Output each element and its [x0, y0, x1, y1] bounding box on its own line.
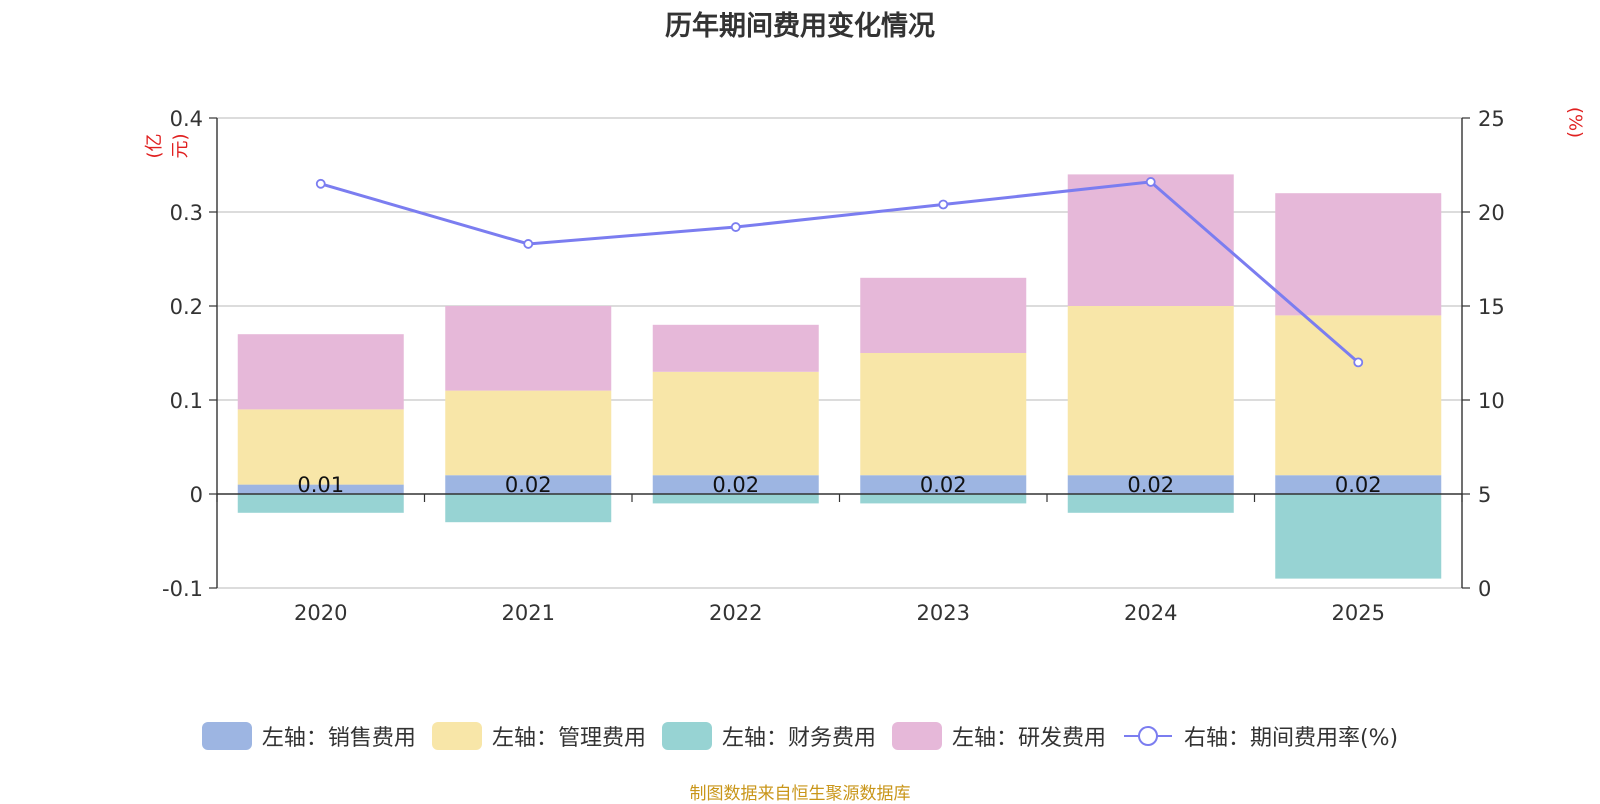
bar-data-label: 0.02	[712, 473, 759, 497]
right-axis-tick-label: 25	[1478, 107, 1505, 131]
data-source-note: 制图数据来自恒生聚源数据库	[689, 784, 911, 804]
expense-ratio-line	[320, 180, 1360, 364]
bar-0-2020	[237, 484, 404, 494]
bar-1-2025	[1275, 315, 1442, 476]
bar-2-2021	[445, 494, 612, 523]
bar-1-2022	[652, 371, 819, 476]
bar-3-2023	[860, 277, 1027, 353]
bar-0-2022	[652, 475, 819, 494]
legend: 左轴：销售费用 左轴：管理费用 左轴：财务费用 左轴：研发费用 右轴：期间费用率…	[0, 720, 1600, 752]
bar-0-2021	[445, 475, 612, 494]
bar-3-2024	[1067, 174, 1234, 306]
legend-label-rnd: 左轴：研发费用	[951, 726, 1106, 751]
expense-ratio-point-2025	[1353, 357, 1364, 368]
legend-label-sales: 左轴：销售费用	[261, 726, 416, 751]
right-axis-tick-label: 5	[1478, 483, 1491, 507]
left-axis-tick-label: -0.1	[162, 577, 203, 601]
bar-2-2022	[652, 494, 819, 504]
expense-ratio-point-2023	[938, 199, 949, 210]
bar-0-2024	[1067, 475, 1234, 494]
left-axis-tick-label: 0.3	[170, 201, 203, 225]
expense-ratio-point-2021	[523, 239, 534, 249]
legend-swatch-rnd	[891, 722, 942, 750]
legend-swatch-sales	[201, 722, 252, 750]
left-axis-tick-label: 0.4	[170, 107, 203, 131]
bar-1-2023	[860, 353, 1027, 476]
bar-0-2023	[860, 475, 1027, 494]
bar-3-2025	[1275, 193, 1442, 316]
bar-1-2020	[237, 409, 404, 485]
legend-label-expense-ratio: 右轴：期间费用率(%)	[1183, 726, 1399, 751]
expense-ratio-point-2024	[1145, 177, 1156, 187]
legend-swatch-finance	[661, 722, 712, 750]
legend-swatch-admin	[431, 722, 482, 750]
legend-item-expense-ratio[interactable]: 右轴：期间费用率(%)	[1122, 720, 1398, 752]
bar-data-label: 0.02	[1127, 473, 1174, 497]
bar-2-2024	[1067, 494, 1234, 513]
right-axis-tick-label: 0	[1478, 577, 1491, 601]
right-axis-tick-label: 10	[1478, 389, 1505, 413]
bar-data-label: 0.02	[920, 473, 967, 497]
x-axis-tick-label: 2020	[294, 601, 347, 625]
legend-label-finance: 左轴：财务费用	[721, 726, 876, 751]
legend-item-sales[interactable]: 左轴：销售费用	[201, 720, 416, 752]
right-axis-tick-label: 20	[1478, 201, 1505, 225]
legend-item-admin[interactable]: 左轴：管理费用	[431, 720, 646, 752]
bar-3-2022	[652, 324, 819, 372]
x-axis-tick-label: 2021	[502, 601, 555, 625]
bar-3-2020	[237, 334, 404, 410]
left-axis-tick-label: 0.1	[170, 389, 203, 413]
bar-2-2023	[860, 494, 1027, 504]
legend-item-rnd[interactable]: 左轴：研发费用	[891, 720, 1106, 752]
right-axis-tick-label: 15	[1478, 295, 1505, 319]
bar-2-2025	[1275, 494, 1442, 579]
expense-ratio-point-2020	[315, 178, 326, 189]
left-axis-tick-label: 0.2	[170, 295, 203, 319]
legend-line-marker-icon	[1123, 726, 1172, 746]
bar-data-label: 0.02	[505, 473, 552, 497]
bar-2-2020	[237, 494, 404, 513]
legend-label-admin: 左轴：管理费用	[491, 726, 646, 751]
x-axis-tick-label: 2022	[709, 601, 762, 625]
x-axis-tick-label: 2025	[1332, 601, 1385, 625]
bar-data-label: 0.02	[1335, 473, 1382, 497]
bar-1-2021	[445, 390, 612, 476]
expense-ratio-point-2022	[730, 222, 741, 232]
left-axis-tick-label: 0	[190, 483, 203, 507]
bar-3-2021	[445, 306, 612, 391]
x-axis-tick-label: 2023	[917, 601, 970, 625]
chart-title: 历年期间费用变化情况	[665, 11, 935, 42]
legend-item-finance[interactable]: 左轴：财务费用	[661, 720, 876, 752]
bar-0-2025	[1275, 475, 1442, 494]
bar-1-2024	[1067, 306, 1234, 476]
bar-data-label: 0.01	[297, 473, 344, 497]
x-axis-tick-label: 2024	[1124, 601, 1177, 625]
